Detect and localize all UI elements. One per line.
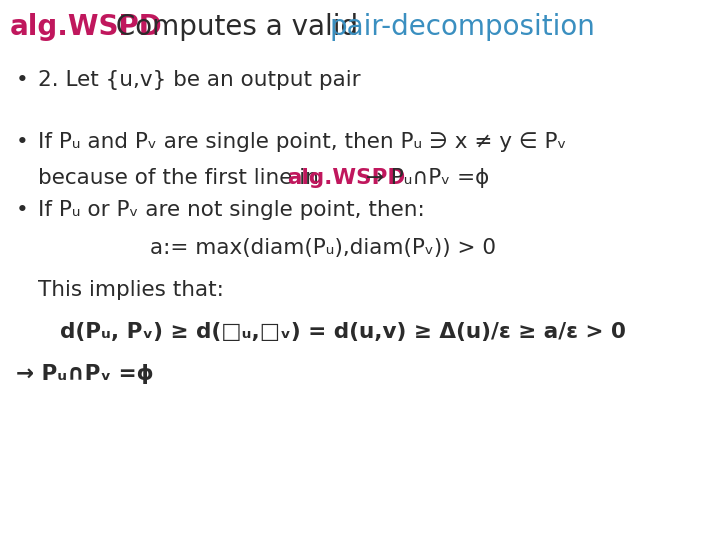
- Text: This implies that:: This implies that:: [38, 280, 224, 300]
- Text: 2. Let {u,v} be an output pair: 2. Let {u,v} be an output pair: [38, 70, 361, 90]
- Text: alg.WSPD: alg.WSPD: [287, 168, 405, 188]
- Text: Computes a valid: Computes a valid: [107, 13, 367, 41]
- Text: •: •: [16, 70, 29, 90]
- Text: •: •: [16, 132, 29, 152]
- Text: because of the first line in: because of the first line in: [38, 168, 325, 188]
- Text: a:= max(diam(Pᵤ),diam(Pᵥ)) > 0: a:= max(diam(Pᵤ),diam(Pᵥ)) > 0: [150, 238, 496, 258]
- Text: •: •: [16, 200, 29, 220]
- Text: If Pᵤ or Pᵥ are not single point, then:: If Pᵤ or Pᵥ are not single point, then:: [38, 200, 425, 220]
- Text: If Pᵤ and Pᵥ are single point, then Pᵤ ∋ x ≠ y ∈ Pᵥ: If Pᵤ and Pᵥ are single point, then Pᵤ ∋…: [38, 132, 567, 152]
- Text: → Pᵤ∩Pᵥ =ϕ: → Pᵤ∩Pᵥ =ϕ: [16, 364, 154, 384]
- Text: d(Pᵤ, Pᵥ) ≥ d(□ᵤ,□ᵥ) = d(u,v) ≥ Δ(u)/ε ≥ a/ε > 0: d(Pᵤ, Pᵥ) ≥ d(□ᵤ,□ᵥ) = d(u,v) ≥ Δ(u)/ε ≥…: [60, 322, 626, 342]
- Text: pair-decomposition: pair-decomposition: [330, 13, 596, 41]
- Text: → Pᵤ∩Pᵥ =ϕ: → Pᵤ∩Pᵥ =ϕ: [359, 168, 490, 188]
- Text: alg.WSPD: alg.WSPD: [10, 13, 163, 41]
